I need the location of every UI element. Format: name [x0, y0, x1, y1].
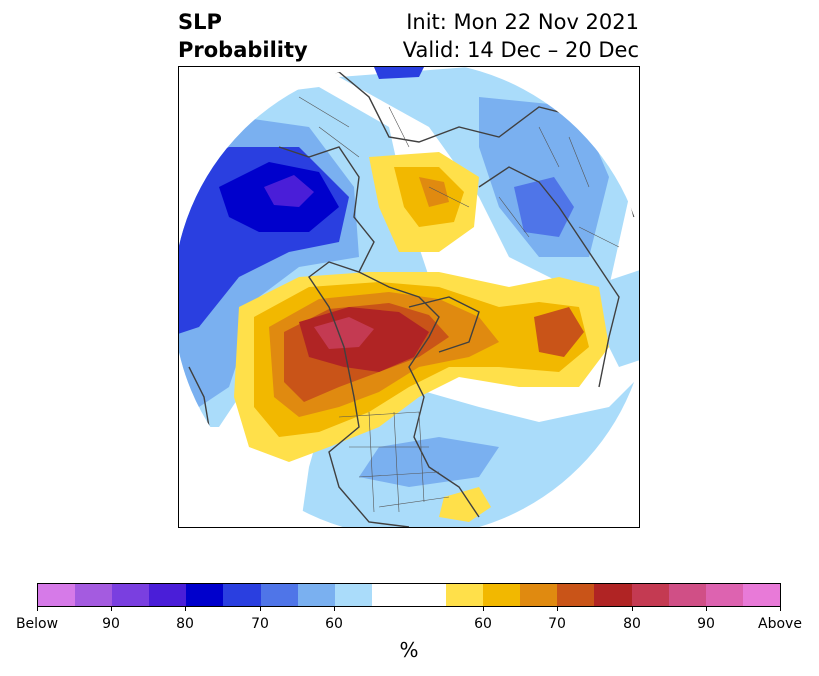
colorbar-swatch [742, 584, 780, 606]
colorbar-tickmark [37, 607, 38, 611]
colorbar-swatch [186, 584, 224, 606]
above-region-siberia-core [419, 177, 449, 207]
probability-map [179, 67, 639, 527]
colorbar-swatch [38, 584, 76, 606]
valid-date-range: Valid: 14 Dec – 20 Dec [402, 38, 639, 62]
colorbar-tick-label: Above [758, 616, 802, 632]
colorbar-tickmark [557, 607, 558, 611]
colorbar-swatch [334, 584, 372, 606]
colorbar-swatch [75, 584, 113, 606]
colorbar-swatch [446, 584, 484, 606]
colorbar-swatch [520, 584, 558, 606]
colorbar-tick-label: 60 [325, 616, 343, 632]
colorbar-tickmark [780, 607, 781, 611]
colorbar-swatch [297, 584, 335, 606]
colorbar-swatch [112, 584, 150, 606]
below-region-europe [589, 267, 639, 367]
colorbar-swatch [557, 584, 595, 606]
colorbar-swatch [408, 584, 447, 606]
map-panel [178, 66, 640, 528]
title-field: Probability [178, 38, 308, 62]
colorbar-swatch [149, 584, 187, 606]
colorbar-tickmark [260, 607, 261, 611]
title-variable: SLP [178, 10, 222, 34]
colorbar-swatch [223, 584, 261, 606]
colorbar-tick-label: 70 [251, 616, 269, 632]
below-region-atlantic-60 [359, 437, 499, 487]
map-dates: Init: Mon 22 Nov 2021 Valid: 14 Dec – 20… [403, 8, 639, 64]
above-region-atlantic-small [439, 487, 491, 522]
above-region-europe-core [534, 307, 584, 357]
colorbar-swatch [260, 584, 298, 606]
colorbar-tickmark [483, 607, 484, 611]
colorbar-tick-label: 60 [474, 616, 492, 632]
colorbar-tick-label: 80 [623, 616, 641, 632]
colorbar-swatch [594, 584, 632, 606]
init-date: Init: Mon 22 Nov 2021 [406, 10, 639, 34]
colorbar-tick-label: 70 [548, 616, 566, 632]
political-borders [298, 96, 620, 513]
colorbar-tick-label: 90 [697, 616, 715, 632]
colorbar-tick-label: Below [15, 616, 59, 632]
colorbar-swatch [705, 584, 743, 606]
colorbar-swatch [483, 584, 521, 606]
probability-colorbar [37, 583, 781, 607]
coastlines [188, 71, 635, 527]
colorbar-tickmark [632, 607, 633, 611]
colorbar-tickmark [334, 607, 335, 611]
colorbar-tick-label: 80 [176, 616, 194, 632]
colorbar-tickmark [185, 607, 186, 611]
below-region-pole-top [374, 67, 424, 79]
below-region-pacific-core [264, 175, 314, 207]
colorbar-swatch [668, 584, 706, 606]
below-region-arctic-60 [479, 97, 609, 257]
map-title: SLP Probability [178, 8, 308, 64]
above-region-main-85 [314, 317, 374, 349]
colorbar-tickmark [111, 607, 112, 611]
colorbar-unit-label: % [399, 638, 419, 662]
below-region-siberia-70 [514, 177, 574, 237]
colorbar-swatch [631, 584, 669, 606]
colorbar-swatch [371, 584, 409, 606]
colorbar-tickmark [706, 607, 707, 611]
colorbar-tick-label: 90 [102, 616, 120, 632]
